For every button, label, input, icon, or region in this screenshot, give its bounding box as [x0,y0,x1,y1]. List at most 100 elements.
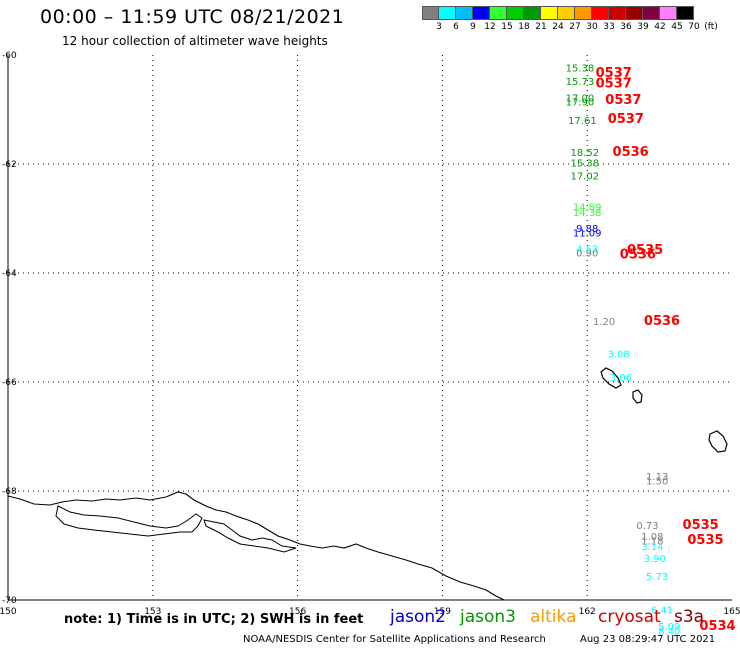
legend-label: 27 [569,22,581,32]
legend-swatch [575,6,592,20]
legend-swatch [473,6,490,20]
legend-label: 21 [535,22,547,32]
legend-swatch [490,6,507,20]
pass-time-label: 0536 [613,145,649,160]
pass-time-label: 0535 [687,533,723,548]
legend-label: 9 [470,22,476,32]
x-tick-label: 162 [579,607,596,617]
legend-label: 39 [637,22,649,32]
x-tick-label: 165 [723,607,740,617]
pass-time-label: 0536 [620,247,656,262]
wave-height-label: 11.09 [573,228,602,239]
legend-label: 42 [654,22,666,32]
wave-height-label: 1.20 [593,317,615,328]
pass-time-label: 0536 [644,314,680,329]
pass-time-label: 0537 [596,66,632,81]
wave-height-label: 3.08 [607,349,629,360]
generated-timestamp: Aug 23 08:29:47 UTC 2021 [580,634,716,645]
y-tick-label: -62 [2,160,17,170]
legend-label: 24 [552,22,564,32]
wave-height-label: 17.02 [570,171,599,182]
wave-height-label: 0.90 [576,249,598,260]
wave-height-label: 5.73 [646,572,668,583]
y-tick-label: -64 [2,269,17,279]
legend-label: 30 [586,22,598,32]
mission-altika: altika [530,607,577,627]
legend-label: 36 [620,22,632,32]
y-tick-label: -68 [2,487,17,497]
mission-jason3: jason3 [460,607,516,627]
wave-height-label: 6.41 [651,606,673,617]
pass-time-label: 0537 [608,112,644,127]
legend-label: 18 [518,22,530,32]
legend-swatch [422,6,439,20]
wave-height-label: 1.50 [646,476,668,487]
wave-height-label: 3.06 [610,373,632,384]
wave-height-label: 15.38 [570,159,599,170]
legend-swatch [643,6,660,20]
legend-swatch [439,6,456,20]
inlet-outline [203,519,297,553]
legend-label: 12 [484,22,496,32]
pass-time-label: 0534 [699,619,735,634]
legend-label: 6 [453,22,459,32]
wave-height-label: 1.18 [641,536,663,547]
wave-height-label: 8.40 [658,626,680,637]
pass-time-label: 0535 [683,518,719,533]
legend-label: 70 [688,22,700,32]
pass-time-label: 0537 [596,77,632,92]
wave-height-label: 4.53 [576,244,598,255]
x-tick-label: 159 [434,607,451,617]
wave-height-label: 14.89 [573,202,602,213]
legend-swatch [507,6,524,20]
y-tick-label: -60 [2,51,17,61]
legend-swatch [660,6,677,20]
y-tick-label: -70 [2,596,17,606]
legend-swatch [592,6,609,20]
legend-label: 45 [671,22,683,32]
legend-swatch [541,6,558,20]
wave-height-label: 1.08 [641,532,663,543]
pass-time-label: 0537 [605,93,641,108]
wave-height-label: 3.14 [641,542,663,553]
ice-shelf-outline [55,505,203,537]
legend-swatch [677,6,694,20]
y-tick-label: -66 [2,378,17,388]
wave-height-label: 3.90 [644,554,666,565]
wave-height-label: 1.13 [646,472,668,483]
mission-jason2: jason2 [390,607,446,627]
legend-label: 15 [501,22,513,32]
mission-cryosat: cryosat [598,607,661,627]
wave-height-label: 5.09 [658,622,680,633]
wave-height-label: 17.00 [566,93,595,104]
legend-labels: 3 6 9 12 15 18 21 24 27 30 33 36 39 42 45 70 (ft) [422,22,740,34]
legend-label: 33 [603,22,615,32]
footer-note: note: 1) Time is in UTC; 2) SWH is in fe… [64,612,364,627]
x-tick-label: 153 [144,607,161,617]
wave-height-label: 14.38 [573,208,602,219]
x-tick-label: 156 [289,607,306,617]
legend-swatch [456,6,473,20]
wave-height-label: 0.73 [636,521,658,532]
coastline [7,491,505,601]
wave-height-label: 15.38 [566,63,595,74]
legend-swatch [524,6,541,20]
legend-swatch [626,6,643,20]
x-tick-label: 150 [0,607,17,617]
wave-height-label: 18.52 [570,148,599,159]
legend-label: 3 [436,22,442,32]
legend-label: (ft) [704,22,718,32]
credit-text: NOAA/NESDIS Center for Satellite Applica… [243,634,546,645]
color-legend [422,6,694,20]
wave-height-label: 17.61 [568,116,597,127]
pass-time-label: 0535 [627,243,663,258]
wave-height-label: 15.73 [566,77,595,88]
legend-swatch [609,6,626,20]
chart-title: 00:00 – 11:59 UTC 08/21/2021 [40,6,345,28]
chart-subtitle: 12 hour collection of altimeter wave hei… [62,34,328,48]
wave-height-label: 17.90 [566,98,595,109]
legend-swatch [558,6,575,20]
island-outline [600,367,622,389]
island-outline [708,430,728,453]
